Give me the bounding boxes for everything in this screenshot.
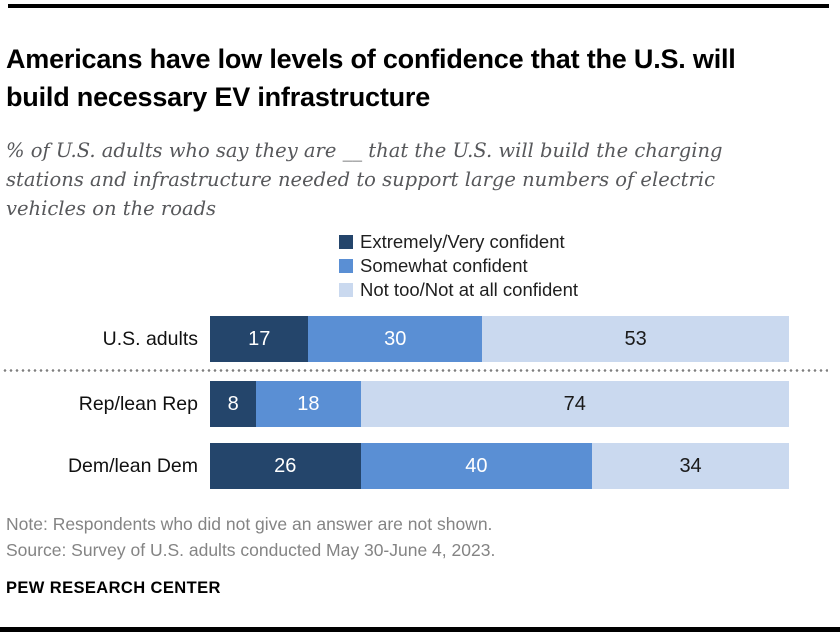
bar-segment: 34 [592,443,789,489]
bar-row: U.S. adults 17 30 53 [0,316,840,362]
bottom-divider [0,627,840,632]
bar-track: 26 40 34 [210,443,789,489]
bar-segment: 18 [256,381,361,427]
bar-value-label: 17 [248,327,271,350]
stacked-bar-chart: U.S. adults 17 30 53 Rep/lean Rep 8 18 74 Dem/le… [0,316,840,489]
legend-item: Extremely/Very confident [339,230,578,254]
note-text: Note: Respondents who did not give an an… [6,514,493,534]
category-label: Dem/lean Dem [67,455,198,477]
legend-label: Somewhat confident [360,255,528,276]
legend-item: Not too/Not at all confident [339,278,578,302]
bar-segment: 74 [360,381,789,427]
legend-label: Not too/Not at all confident [360,279,579,300]
dotted-separator [2,369,828,372]
bar-track: 8 18 74 [210,381,789,427]
bar-value-label: 53 [624,327,647,350]
bar-value-label: 30 [384,327,407,350]
bar-segment: 17 [210,316,309,362]
top-divider [8,4,829,8]
bar-value-label: 34 [679,454,702,477]
bar-segment: 8 [210,381,257,427]
bar-value-label: 74 [563,392,586,415]
bar-row: Rep/lean Rep 8 18 74 [0,381,840,427]
brand-wordmark: PEW RESEARCH CENTER [6,579,221,597]
legend-label: Extremely/Very confident [360,231,565,252]
bar-segment: 26 [210,443,361,489]
category-label: U.S. adults [102,328,198,350]
bar-track: 17 30 53 [210,316,790,362]
bar-value-label: 8 [227,392,239,415]
footnotes: Note: Respondents who did not give an an… [6,511,495,563]
bar-value-label: 40 [465,454,488,477]
bar-segment: 53 [482,316,790,362]
bar-row: Dem/lean Dem 26 40 34 [0,443,840,489]
category-label: Rep/lean Rep [78,393,198,415]
bar-value-label: 18 [297,392,320,415]
chart-title: Americans have low levels of confidence … [6,44,736,113]
legend-swatch-icon [339,283,353,297]
bar-segment: 30 [308,316,483,362]
bar-segment: 40 [360,443,593,489]
chart-subtitle: % of U.S. adults who say they are __ tha… [6,138,723,220]
legend-swatch-icon [339,235,353,249]
source-text: Source: Survey of U.S. adults conducted … [6,540,496,560]
bar-value-label: 26 [274,454,297,477]
legend-swatch-icon [339,259,353,273]
legend-item: Somewhat confident [339,254,578,278]
legend: Extremely/Very confident Somewhat confide… [339,230,578,302]
